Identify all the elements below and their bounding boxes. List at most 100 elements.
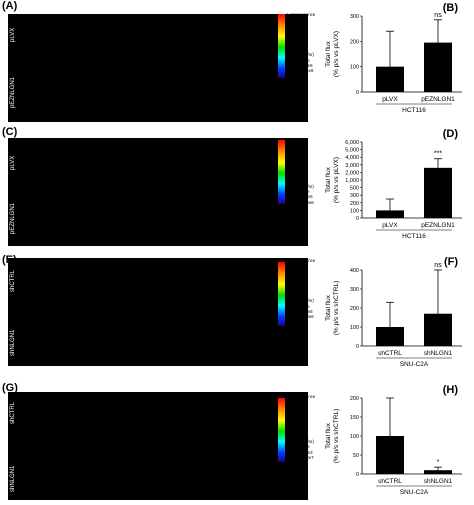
y-tick-label: 200 xyxy=(350,201,359,207)
x-tick-label: pEZNLGN1 xyxy=(421,96,455,103)
y-tick-label: 0 xyxy=(356,216,359,222)
significance-label: * xyxy=(437,459,440,466)
significance-label: *** xyxy=(434,151,442,158)
panel-letter: (F) xyxy=(444,256,458,268)
tumor-image-grid-g xyxy=(8,392,308,500)
scale-tick: 1.0 xyxy=(287,32,294,38)
group-label: HCT116 xyxy=(402,233,426,240)
bar xyxy=(424,313,452,346)
scale-cs: Color Scale xyxy=(287,189,310,195)
y-tick-label: 50 xyxy=(353,453,359,459)
panel-letter-c: (C) xyxy=(2,126,18,138)
color-scale-bar xyxy=(278,262,285,326)
scale-min: Min = 4.01e3 xyxy=(287,449,313,455)
row-label-2: pEZNLGN1 xyxy=(10,202,16,234)
row-label-1: pLVX xyxy=(10,27,16,42)
y-tick-label: 200 xyxy=(350,39,359,45)
y-axis-label: (% p/s vs pLVX) xyxy=(333,157,340,203)
scale-cs: Color Scale xyxy=(287,303,310,309)
panel-letter: (B) xyxy=(443,2,459,14)
bar xyxy=(376,436,404,474)
y-tick-label: 3,000 xyxy=(345,163,359,169)
y-tick-label: 6,000 xyxy=(345,140,359,146)
scale-cs: Color Scale xyxy=(287,444,310,450)
y-tick-label: 500 xyxy=(350,186,359,192)
scale-tick: 2.0 xyxy=(287,17,294,23)
scale-unit: (p/sec/cm²/sr) xyxy=(287,439,314,445)
y-tick-label: 4,000 xyxy=(345,155,359,161)
x-tick-label: shCTRL xyxy=(378,350,402,357)
group-label: SNU-C2A xyxy=(400,489,429,496)
scale-tick: 2.0 xyxy=(287,151,294,157)
y-axis-label: Total flux xyxy=(325,294,332,320)
scale-tick: 2.0 xyxy=(287,408,294,414)
color-scale-bar xyxy=(278,14,285,78)
significance-label: ns xyxy=(434,12,442,19)
scale-tick: 1.0 xyxy=(287,161,294,167)
row-label-2: shNLGN1 xyxy=(10,465,16,492)
y-tick-label: 5,000 xyxy=(345,148,359,154)
scale-max: Max = 1.48e6 xyxy=(287,314,314,320)
tumor-image-grid-c xyxy=(8,138,308,246)
row-label-1: shCTRL xyxy=(10,269,16,292)
panel-letter-a: (A) xyxy=(2,0,18,12)
x-tick-label: shNLGN1 xyxy=(424,478,453,485)
chart-h: (H) Total flux (% p/s vs shCTRL) 0 50 100 150 2… xyxy=(322,382,470,496)
chart-b: (B) Total flux (% p/s vs pLVX) 0 100 200 300 pL… xyxy=(322,0,470,114)
color-scale-text: 3.0 2.0 x10⁶ 1.0 Radiance (p/sec/cm²/sr)… xyxy=(287,140,314,205)
y-tick-label: 100 xyxy=(350,65,359,71)
scale-min: Min = 1.54e5 xyxy=(287,194,313,200)
group-label: SNU-C2A xyxy=(400,361,429,368)
color-scale-text: Luminescence 2.0 1.5 x10⁶ 1.0 0.5 Radian… xyxy=(287,258,315,319)
scale-max: Max = 3.24e6 xyxy=(287,199,314,205)
scale-tick: 1.0 xyxy=(287,418,294,424)
y-tick-label: 100 xyxy=(350,434,359,440)
y-axis-label: Total flux xyxy=(325,40,332,66)
scale-exp: x10⁶ xyxy=(287,27,296,33)
y-tick-label: 100 xyxy=(350,208,359,214)
color-scale-text: Luminescence 2.0 1.5 x10⁶ 1.0 0.5 Radian… xyxy=(287,12,315,73)
y-tick-label: 0 xyxy=(356,344,359,350)
bar xyxy=(424,470,452,474)
scale-tick: 0.5 xyxy=(287,38,294,44)
row-label-1: shCTRL xyxy=(10,401,16,424)
y-tick-label: 100 xyxy=(350,325,359,331)
scale-tick: 3.0 xyxy=(287,140,294,145)
scale-tick: 1.5 xyxy=(287,22,294,28)
x-tick-label: pEZNLGN1 xyxy=(421,222,455,229)
x-tick-label: pLVX xyxy=(382,222,398,229)
scale-tick: 0.5 xyxy=(287,284,294,290)
row-label-2: pEZNLGN1 xyxy=(10,76,16,108)
scale-tick: 1.5 xyxy=(287,268,294,274)
y-tick-label: 300 xyxy=(350,193,359,199)
y-tick-label: 2,000 xyxy=(345,170,359,176)
bar xyxy=(424,42,452,92)
y-tick-label: 1,000 xyxy=(345,178,359,184)
chart-d: (D) Total flux (% p/s vs pLVX) 0 100 200 300 50… xyxy=(322,126,470,240)
y-tick-label: 300 xyxy=(350,287,359,293)
y-tick-label: 300 xyxy=(350,14,359,20)
scale-radiance: Radiance xyxy=(287,47,306,53)
scale-min: Min = 1.88e5 xyxy=(287,62,313,68)
x-tick-label: shCTRL xyxy=(378,478,402,485)
scale-unit: (p/sec/cm²/sr) xyxy=(287,298,314,304)
scale-title: Luminescence xyxy=(287,258,316,263)
scale-title: Luminescence xyxy=(287,12,316,17)
bar xyxy=(376,66,404,92)
row-label-1: pLVX xyxy=(10,155,16,170)
y-tick-label: 0 xyxy=(356,472,359,478)
y-tick-label: 200 xyxy=(350,306,359,312)
y-tick-label: 150 xyxy=(350,415,359,421)
y-axis-label: Total flux xyxy=(325,166,332,192)
scale-radiance: Radiance xyxy=(287,178,306,184)
scale-radiance: Radiance xyxy=(287,434,306,440)
color-scale-text: Luminescence 3.0 2.0 x10⁷ 1.0 Radiance (… xyxy=(287,394,315,460)
scale-title: Luminescence xyxy=(287,394,316,399)
x-tick-label: shNLGN1 xyxy=(424,350,453,357)
panel-letter-g: (G) xyxy=(2,382,18,394)
group-label: HCT116 xyxy=(402,107,426,114)
bar xyxy=(376,210,404,218)
panel-letter: (D) xyxy=(443,128,459,140)
scale-radiance: Radiance xyxy=(287,293,306,299)
scale-min: Min = 1.89e5 xyxy=(287,308,313,314)
